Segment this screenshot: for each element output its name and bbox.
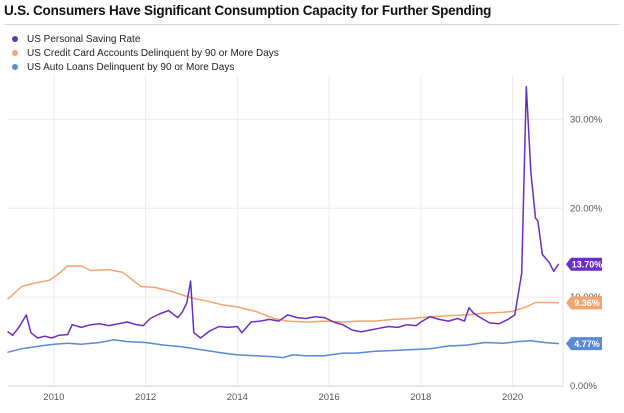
legend-swatch [12, 64, 18, 70]
end-value-label: 4.77% [574, 339, 600, 349]
x-tick-label: 2014 [227, 392, 248, 403]
chart-title: U.S. Consumers Have Significant Consumpt… [4, 3, 492, 18]
legend-swatch [12, 36, 18, 42]
y-tick-label: 0.00% [570, 381, 597, 392]
legend-label: US Auto Loans Delinquent by 90 or More D… [27, 61, 235, 73]
end-label-badge [566, 337, 602, 351]
end-label-badge [566, 296, 602, 310]
x-tick-label: 2018 [410, 392, 431, 403]
legend-item-auto-loans[interactable]: US Auto Loans Delinquent by 90 or More D… [12, 60, 279, 74]
legend-label: US Personal Saving Rate [27, 33, 141, 45]
end-value-label: 13.70% [572, 259, 603, 269]
series-line [7, 265, 560, 323]
legend-item-saving-rate[interactable]: US Personal Saving Rate [12, 32, 279, 46]
title-divider [4, 24, 620, 25]
series-line [7, 339, 560, 359]
y-tick-label: 20.00% [570, 203, 603, 214]
legend-swatch [12, 50, 18, 56]
legend-label: US Credit Card Accounts Delinquent by 90… [27, 47, 279, 59]
legend-item-credit-card[interactable]: US Credit Card Accounts Delinquent by 90… [12, 46, 279, 60]
end-label-badge [566, 257, 602, 271]
legend: US Personal Saving Rate US Credit Card A… [12, 32, 279, 74]
y-tick-label: 30.00% [570, 114, 603, 125]
x-tick-label: 2010 [43, 392, 64, 403]
end-value-label: 9.36% [574, 298, 600, 308]
x-tick-label: 2016 [319, 392, 340, 403]
series-line [7, 85, 560, 339]
x-tick-label: 2012 [135, 392, 156, 403]
x-tick-label: 2020 [502, 392, 523, 403]
